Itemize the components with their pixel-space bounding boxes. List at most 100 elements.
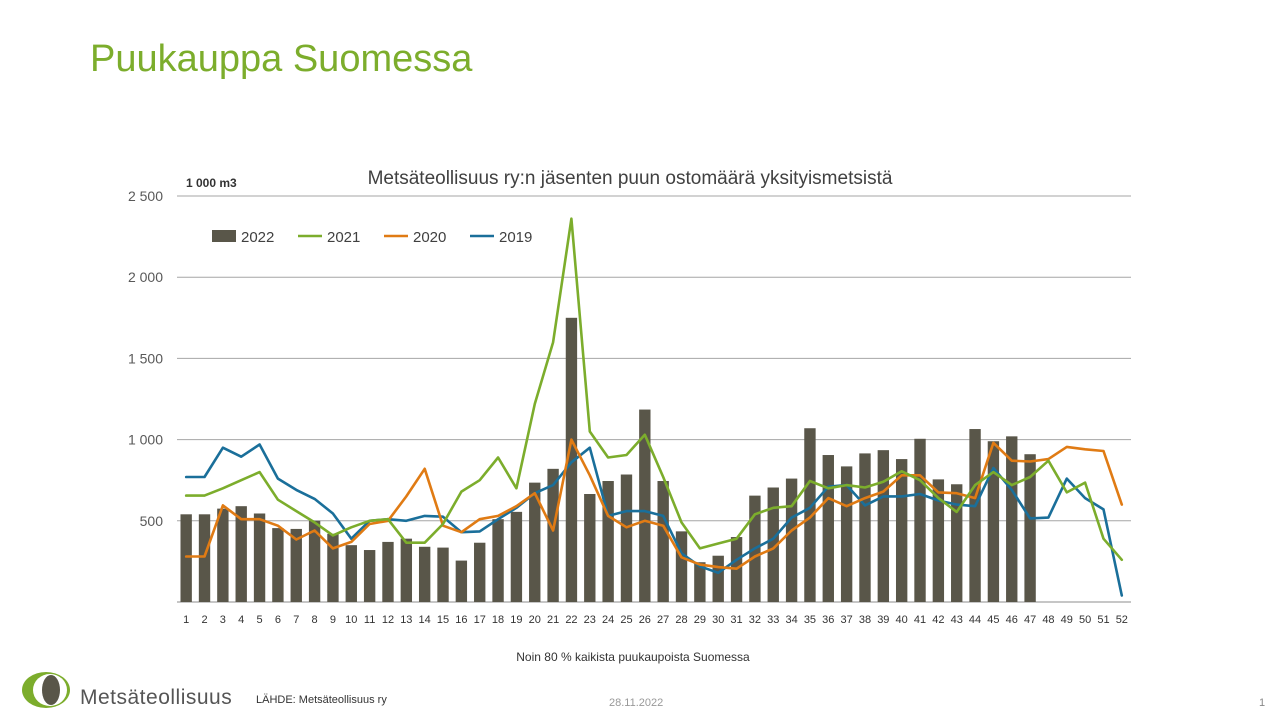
x-tick-label: 34 (785, 614, 797, 626)
x-tick-label: 42 (932, 614, 944, 626)
bar-2022 (437, 547, 449, 602)
x-tick-label: 5 (256, 614, 262, 626)
bar-2022 (1024, 454, 1036, 602)
bar-2022 (455, 560, 468, 602)
y-tick-label: 1 000 (128, 432, 163, 448)
x-tick-label: 19 (510, 614, 522, 626)
legend-swatch-2022 (212, 230, 236, 242)
bar-2022 (363, 550, 376, 602)
x-tick-label: 6 (275, 614, 281, 626)
bar-2022 (877, 450, 890, 602)
x-tick-label: 9 (330, 614, 336, 626)
x-tick-label: 44 (969, 614, 981, 626)
bar-2022 (932, 479, 945, 602)
x-tick-label: 12 (382, 614, 394, 626)
bar-2022 (822, 455, 834, 602)
logo-text: Metsäteollisuus (80, 686, 233, 709)
legend-label-2020: 2020 (413, 229, 446, 246)
bar-2022 (987, 441, 1000, 602)
bar-2022 (895, 459, 908, 602)
x-tick-label: 20 (529, 614, 541, 626)
x-tick-label: 25 (620, 614, 632, 626)
series-line-2020 (184, 438, 1124, 571)
x-tick-label: 41 (914, 614, 926, 626)
legend-label-2021: 2021 (327, 229, 360, 246)
bar-2022 (914, 438, 926, 602)
x-tick-label: 15 (437, 614, 449, 626)
bar-2022 (418, 546, 431, 602)
x-tick-label: 7 (293, 614, 299, 626)
x-tick-label: 13 (400, 614, 412, 626)
bar-2022 (1006, 436, 1018, 602)
x-tick-label: 49 (1061, 614, 1073, 626)
x-tick-label: 33 (767, 614, 779, 626)
bar-2022 (859, 453, 871, 602)
x-tick-label: 10 (345, 614, 357, 626)
x-tick-label: 39 (877, 614, 889, 626)
bar-2022 (180, 514, 192, 602)
x-tick-label: 1 (183, 614, 189, 626)
x-tick-label: 31 (730, 614, 742, 626)
y-tick-label: 2 000 (128, 269, 163, 285)
slide-date: 28.11.2022 (609, 697, 664, 709)
x-tick-label: 52 (1116, 614, 1128, 626)
bar-2022 (474, 542, 486, 602)
bar-2022 (547, 468, 559, 602)
x-tick-label: 32 (749, 614, 761, 626)
x-tick-label: 46 (1006, 614, 1018, 626)
bar-2022 (840, 466, 853, 602)
x-tick-label: 14 (419, 614, 431, 626)
source-label: LÄHDE: Metsäteollisuus ry (256, 694, 387, 706)
bar-2022 (400, 538, 413, 602)
bar-2022 (217, 508, 229, 602)
metsateollisuus-logo-icon (22, 672, 70, 708)
x-tick-label: 45 (987, 614, 999, 626)
x-tick-label: 3 (220, 614, 226, 626)
bar-2022 (951, 484, 963, 602)
x-tick-label: 36 (822, 614, 834, 626)
bar-2022 (198, 514, 211, 602)
x-tick-label: 11 (364, 614, 375, 626)
x-tick-label: 43 (951, 614, 963, 626)
legend-label-2022: 2022 (241, 229, 274, 246)
series-line-2021 (184, 217, 1124, 562)
bar-2022 (657, 481, 669, 602)
bar-2022 (694, 562, 706, 602)
bar-2022 (529, 482, 541, 602)
bar-2022 (290, 528, 302, 602)
x-tick-label: 4 (238, 614, 244, 626)
x-tick-label: 28 (675, 614, 687, 626)
y-tick-label: 2 500 (128, 188, 163, 204)
bar-2022 (253, 513, 266, 602)
x-tick-label: 24 (602, 614, 614, 626)
bar-2022 (804, 428, 816, 602)
bar-2022 (565, 317, 578, 602)
x-tick-label: 17 (474, 614, 486, 626)
bar-2022 (327, 533, 339, 602)
x-tick-label: 29 (694, 614, 706, 626)
chart-title: Metsäteollisuus ry:n jäsenten puun ostom… (367, 168, 893, 189)
x-tick-label: 38 (859, 614, 871, 626)
bar-2022 (785, 478, 798, 602)
x-tick-label: 18 (492, 614, 504, 626)
y-tick-label: 1 500 (128, 350, 163, 366)
x-tick-label: 51 (1097, 614, 1109, 626)
x-tick-label: 48 (1042, 614, 1054, 626)
series-line-2019 (184, 443, 1124, 597)
bar-2022 (308, 520, 321, 602)
x-tick-label: 37 (841, 614, 853, 626)
x-tick-label: 47 (1024, 614, 1036, 626)
x-tick-label: 30 (712, 614, 724, 626)
bar-2022 (712, 555, 724, 602)
bar-2022 (492, 519, 504, 602)
bar-2022 (767, 487, 779, 602)
bar-2022 (272, 528, 284, 602)
y-unit-label: 1 000 m3 (186, 176, 237, 190)
slide-title: Puukauppa Suomessa (90, 38, 473, 80)
bar-2022 (675, 531, 688, 602)
x-tick-label: 22 (565, 614, 577, 626)
x-tick-label: 26 (639, 614, 651, 626)
x-tick-label: 50 (1079, 614, 1091, 626)
x-tick-label: 8 (312, 614, 318, 626)
x-tick-label: 23 (584, 614, 596, 626)
